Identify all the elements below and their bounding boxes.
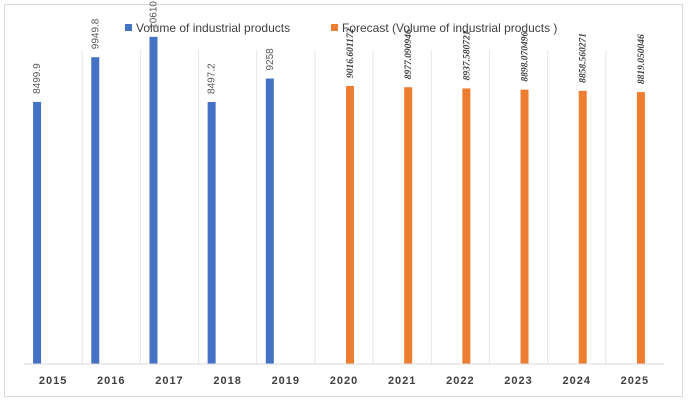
data-label-actual: 9949.8 (90, 18, 101, 49)
data-label-forecast: 9016.601172 (346, 28, 356, 78)
data-label-forecast: 8858.560271 (579, 33, 589, 83)
x-tick-label: 2023 (504, 375, 532, 387)
legend-label-actual: Volume of industrial products (136, 21, 290, 35)
data-labels: 8499.9 9949.8 10610.1 8497.2 9258 9016.601172… (32, 0, 647, 94)
x-tick-label: 2018 (213, 375, 241, 387)
bar-actual (33, 101, 42, 365)
legend-swatch-actual (125, 24, 132, 31)
x-tick-label: 2021 (388, 375, 416, 387)
bar-forecast (404, 87, 413, 364)
x-tick-label: 2022 (446, 375, 474, 387)
x-tick-label: 2015 (39, 375, 67, 387)
data-label-actual: 9258 (265, 48, 276, 71)
bar-forecast (520, 89, 529, 365)
x-tick-label: 2017 (155, 375, 183, 387)
x-tick-label: 2019 (272, 375, 300, 387)
x-tick-label: 2024 (562, 375, 590, 387)
bars (33, 36, 645, 365)
legend-label-forecast: Forecast (Volume of industrial products … (342, 21, 557, 35)
data-label-actual: 8499.9 (32, 63, 43, 94)
x-tick-label: 2020 (330, 375, 358, 387)
bar-forecast (636, 92, 645, 365)
data-label-forecast: 8977.090946 (404, 29, 414, 79)
data-label-forecast: 8819.050046 (637, 34, 647, 84)
legend: Volume of industrial products Forecast (… (125, 21, 557, 35)
chart-frame (4, 4, 683, 397)
bar-actual (91, 57, 100, 364)
bar-actual (265, 78, 274, 365)
bar-actual (207, 102, 216, 365)
bar-forecast (462, 88, 471, 364)
bar-forecast (578, 90, 587, 365)
category-gridlines (81, 50, 607, 364)
legend-swatch-forecast (331, 24, 338, 31)
x-tick-label: 2016 (97, 375, 125, 387)
bar-forecast (346, 85, 354, 364)
bar-actual (149, 36, 158, 364)
data-label-forecast: 8937.580721 (462, 31, 472, 81)
x-axis-tick-labels: 2015 2016 2017 2018 2019 2020 2021 2022 2023 2024… (39, 375, 649, 387)
data-label-forecast: 8898.070496 (521, 32, 531, 82)
data-label-actual: 8497.2 (207, 63, 218, 94)
data-label-actual: 10610.1 (148, 0, 159, 29)
x-tick-label: 2025 (621, 375, 649, 387)
